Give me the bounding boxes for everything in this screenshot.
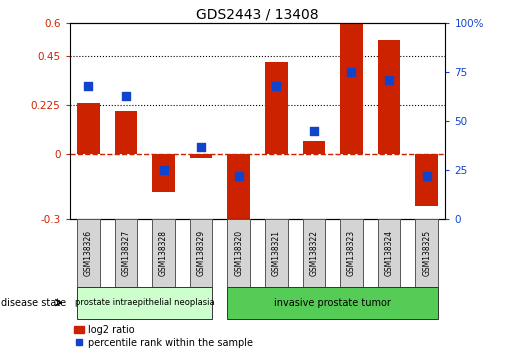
Bar xyxy=(228,287,438,319)
Text: GSM138321: GSM138321 xyxy=(272,230,281,276)
Text: GSM138325: GSM138325 xyxy=(422,230,431,276)
Point xyxy=(122,93,130,98)
Text: GSM138326: GSM138326 xyxy=(84,230,93,276)
Point xyxy=(160,167,168,173)
Bar xyxy=(77,103,99,154)
Text: GSM138329: GSM138329 xyxy=(197,230,205,276)
Text: invasive prostate tumor: invasive prostate tumor xyxy=(274,298,391,308)
Bar xyxy=(378,219,400,287)
Point xyxy=(385,77,393,83)
Bar xyxy=(340,24,363,154)
Point xyxy=(310,128,318,134)
Bar xyxy=(77,219,99,287)
Text: GSM138322: GSM138322 xyxy=(310,230,318,276)
Title: GDS2443 / 13408: GDS2443 / 13408 xyxy=(196,8,319,22)
Bar xyxy=(416,154,438,206)
Legend: log2 ratio, percentile rank within the sample: log2 ratio, percentile rank within the s… xyxy=(74,325,253,348)
Text: GSM138324: GSM138324 xyxy=(385,230,393,276)
Text: prostate intraepithelial neoplasia: prostate intraepithelial neoplasia xyxy=(75,298,215,307)
Bar xyxy=(190,219,212,287)
Bar xyxy=(115,112,137,154)
Point xyxy=(423,173,431,179)
Text: GSM138328: GSM138328 xyxy=(159,230,168,276)
Bar xyxy=(228,154,250,224)
Point xyxy=(272,83,280,89)
Text: disease state: disease state xyxy=(1,298,66,308)
Point xyxy=(197,144,205,150)
Point xyxy=(84,83,93,89)
Bar xyxy=(303,141,325,154)
Bar xyxy=(77,287,212,319)
Point xyxy=(235,173,243,179)
Bar xyxy=(265,62,287,154)
Bar xyxy=(152,219,175,287)
Bar xyxy=(340,219,363,287)
Text: GSM138327: GSM138327 xyxy=(122,230,130,276)
Bar xyxy=(190,154,212,158)
Bar xyxy=(265,219,287,287)
Bar xyxy=(416,219,438,287)
Bar xyxy=(228,219,250,287)
Point xyxy=(347,69,355,75)
Text: GSM138323: GSM138323 xyxy=(347,230,356,276)
Text: GSM138320: GSM138320 xyxy=(234,230,243,276)
Bar xyxy=(378,40,400,154)
Bar xyxy=(303,219,325,287)
Bar xyxy=(115,219,137,287)
Bar xyxy=(152,154,175,192)
